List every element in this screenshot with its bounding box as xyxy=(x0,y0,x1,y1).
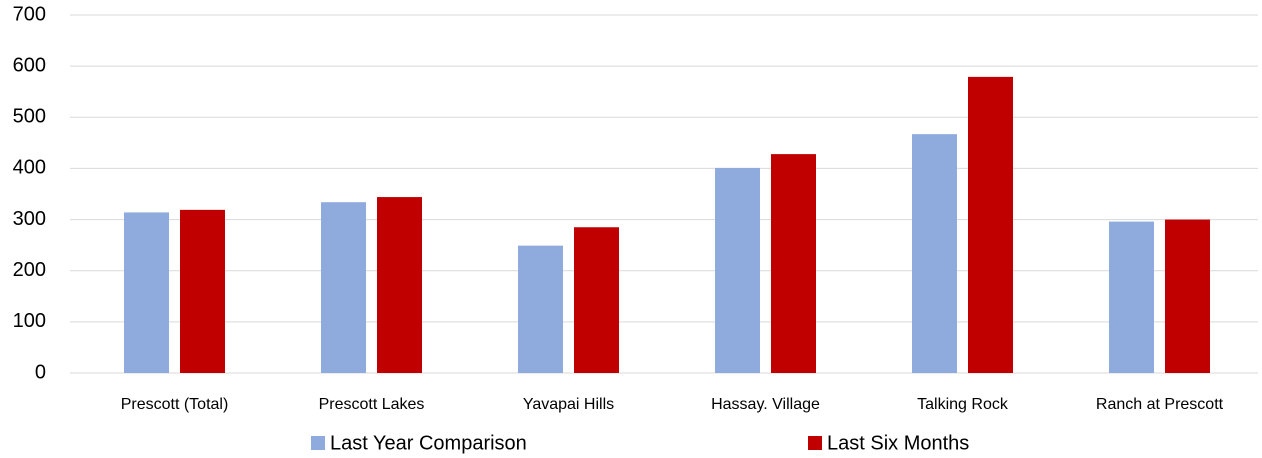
bar xyxy=(124,212,169,373)
legend-label: Last Six Months xyxy=(827,432,969,454)
x-tick-label: Prescott (Total) xyxy=(121,396,229,413)
bar xyxy=(574,227,619,373)
x-tick-label: Ranch at Prescott xyxy=(1096,396,1224,413)
bar xyxy=(1109,221,1154,373)
bar xyxy=(715,167,760,373)
bar xyxy=(968,76,1013,373)
x-tick-label: Talking Rock xyxy=(917,396,1009,413)
y-tick-label: 100 xyxy=(13,310,46,332)
legend-swatch xyxy=(808,436,822,450)
y-tick-label: 600 xyxy=(13,54,46,76)
y-tick-label: 700 xyxy=(13,3,46,25)
bar xyxy=(771,154,816,373)
x-tick-label: Yavapai Hills xyxy=(523,396,614,413)
y-tick-label: 400 xyxy=(13,157,46,179)
bar xyxy=(1165,219,1210,373)
bar xyxy=(180,209,225,373)
bar xyxy=(377,197,422,373)
bar xyxy=(321,202,366,373)
x-tick-label: Hassay. Village xyxy=(711,396,820,413)
legend-label: Last Year Comparison xyxy=(330,432,527,454)
y-tick-label: 500 xyxy=(13,106,46,128)
x-tick-label: Prescott Lakes xyxy=(319,396,425,413)
bar xyxy=(912,134,957,373)
y-tick-label: 300 xyxy=(13,208,46,230)
bar xyxy=(518,245,563,373)
legend-swatch xyxy=(311,436,325,450)
y-tick-label: 200 xyxy=(13,259,46,281)
y-tick-label: 0 xyxy=(35,361,46,383)
